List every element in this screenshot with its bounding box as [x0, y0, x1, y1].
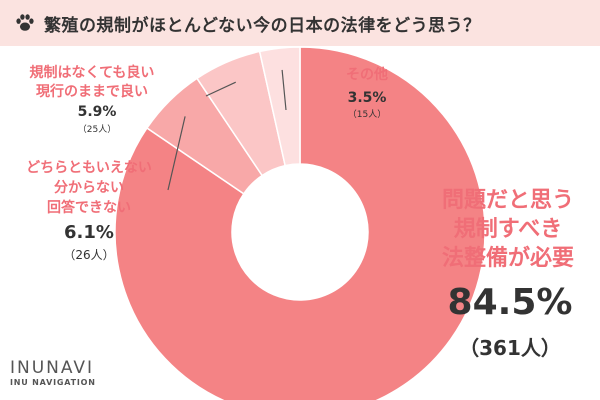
chart-title: 繁殖の規制がほとんどない今の日本の法律をどう思う？: [44, 15, 481, 36]
label-no-regulation: 規制はなくても良い 現行のままで良い: [12, 64, 172, 102]
label-no-regulation-count: （25人）: [77, 125, 117, 135]
slice-problem: [114, 46, 486, 400]
slice-other: [258, 46, 301, 167]
label-problem: 問題だと思う 規制すべき 法整備が必要: [418, 186, 598, 273]
brand-logo: INUNAVI INU NAVIGATION: [10, 358, 96, 387]
paw-icon: [16, 14, 34, 31]
label-no-regulation-line-2: 現行のままで良い: [36, 84, 148, 100]
label-no-regulation-line-1: 規制はなくても良い: [29, 65, 155, 81]
label-problem-line-3: 法整備が必要: [441, 246, 574, 271]
label-problem-line-1: 問題だと思う: [441, 188, 574, 213]
label-neither-line-2: 分からない: [54, 180, 124, 196]
label-neither: どちらともいえない 分からない 回答できない: [4, 158, 174, 218]
label-problem-line-2: 規制すべき: [453, 217, 563, 242]
label-other-line: その他: [346, 67, 388, 83]
label-problem-count: （361人）: [459, 336, 561, 360]
brand-name: INUNAVI: [10, 358, 95, 378]
label-problem-percent: 84.5%: [447, 282, 573, 323]
label-neither-count: （26人）: [63, 248, 115, 262]
leader-line-other: [281, 69, 287, 111]
label-other: その他: [322, 66, 412, 84]
label-other-percent: 3.5%: [347, 90, 387, 106]
brand-subtitle: INU NAVIGATION: [10, 378, 96, 387]
label-other-count: （15人）: [347, 110, 387, 120]
title-bar: 繁殖の規制がほとんどない今の日本の法律をどう思う？: [0, 0, 600, 46]
label-neither-line-1: どちらともいえない: [26, 160, 152, 176]
label-no-regulation-percent: 5.9%: [77, 104, 117, 120]
leader-line-neither: [167, 116, 186, 191]
label-neither-line-3: 回答できない: [47, 200, 131, 216]
leader-line-no-regulation: [205, 81, 236, 97]
label-neither-percent: 6.1%: [64, 222, 114, 243]
